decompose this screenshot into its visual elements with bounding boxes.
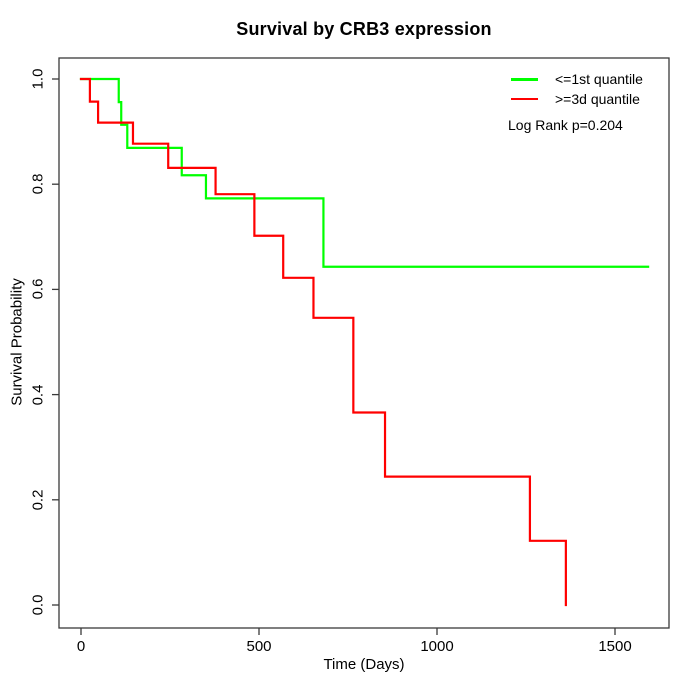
y-tick-label: 0.6 <box>29 278 47 300</box>
legend-swatch-first-quantile <box>511 78 538 81</box>
x-tick-label: 500 <box>246 638 272 655</box>
plot-box <box>58 57 670 629</box>
legend-label-first-quantile: <=1st quantile <box>555 71 643 87</box>
axis-tick-marks <box>52 78 616 635</box>
logrank-annotation: Log Rank p=0.204 <box>508 117 623 133</box>
y-tick-label: 0.8 <box>29 173 47 195</box>
legend-swatch-third-quantile <box>511 97 538 101</box>
y-tick-label: 0.2 <box>29 489 47 511</box>
y-tick-label: 1.0 <box>29 68 47 90</box>
km-curve-third-quantile <box>79 77 567 607</box>
x-tick-label: 1500 <box>598 638 632 655</box>
y-axis-label: Survival Probability <box>8 278 26 406</box>
y-tick-label: 0.4 <box>29 384 47 406</box>
km-curve-first-quantile <box>79 77 650 268</box>
x-tick-label: 0 <box>76 638 86 655</box>
y-tick-label: 0.0 <box>29 594 47 616</box>
chart-title: Survival by CRB3 expression <box>236 19 492 39</box>
x-axis-label: Time (Days) <box>323 656 405 673</box>
km-curves <box>79 77 650 607</box>
x-tick-label: 1000 <box>420 638 454 655</box>
legend-label-third-quantile: >=3d quantile <box>555 90 640 107</box>
